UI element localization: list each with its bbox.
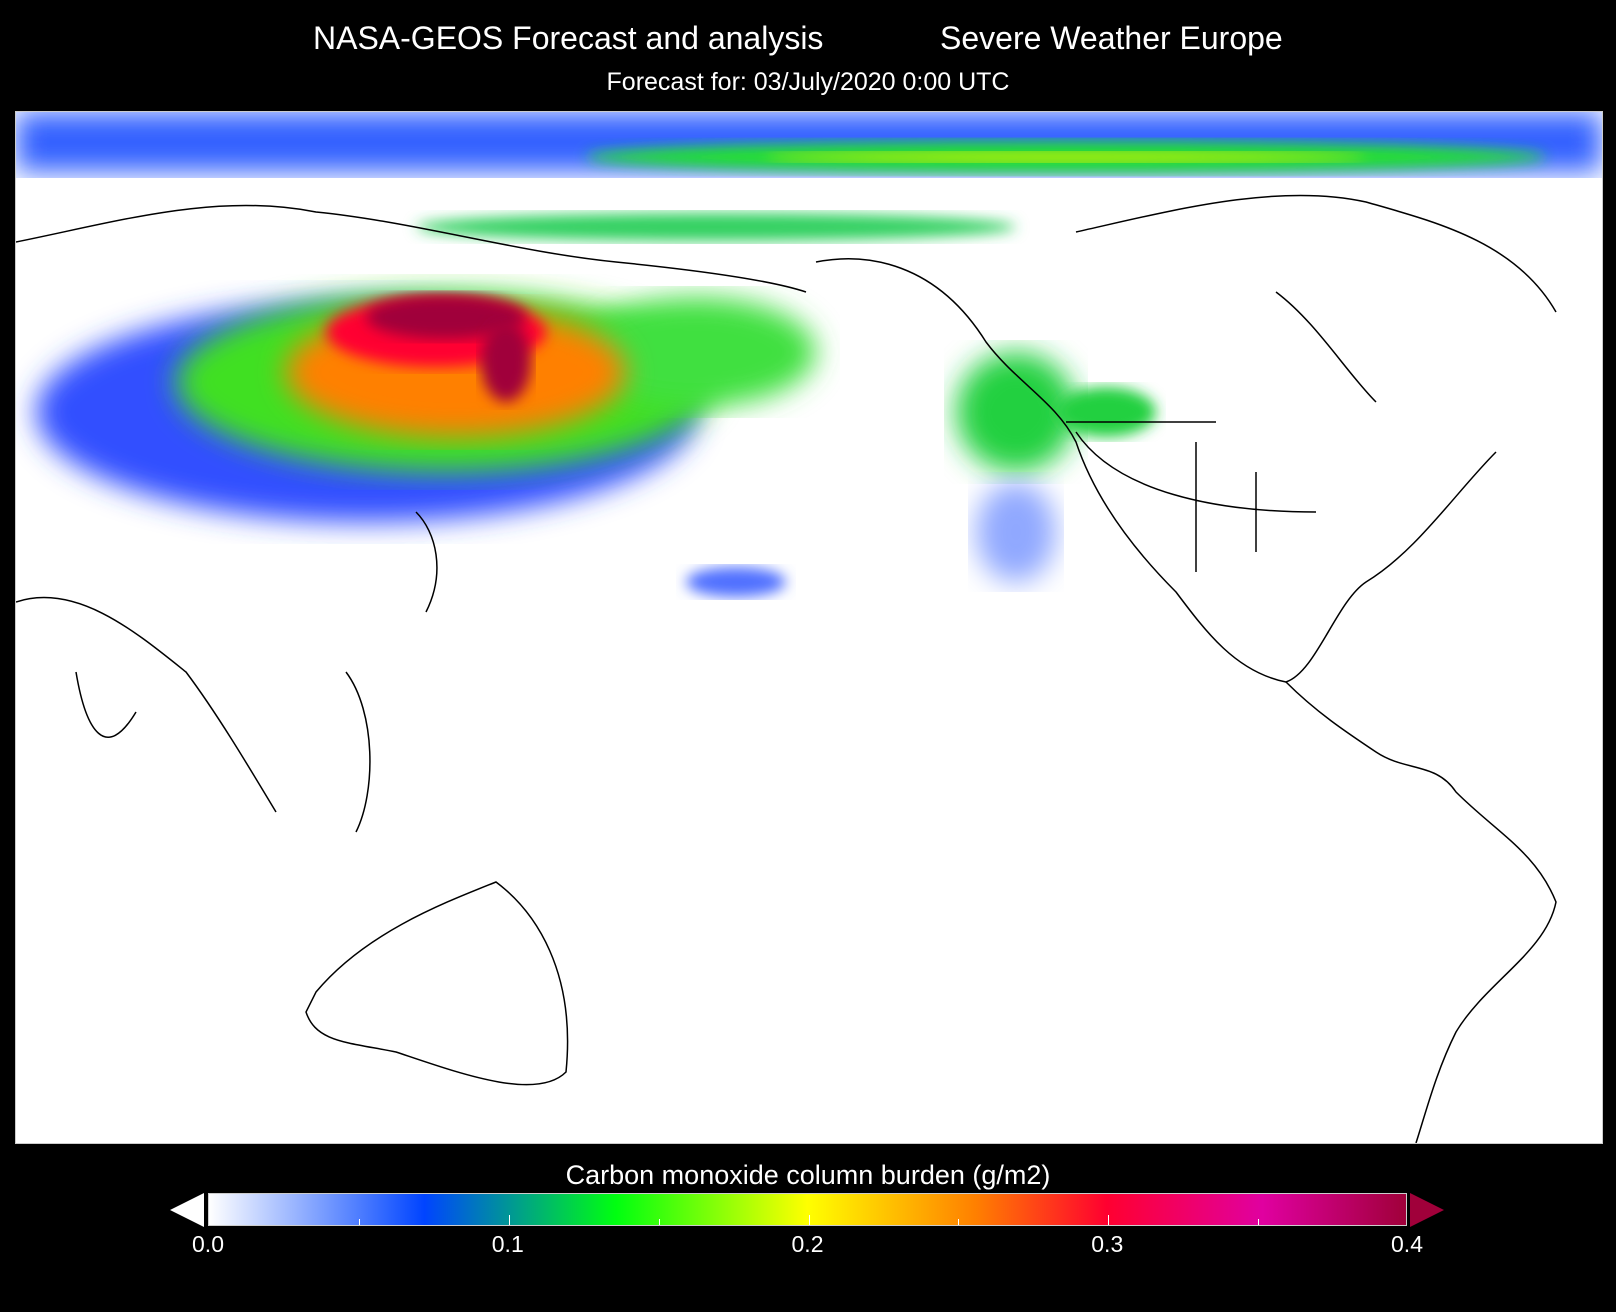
colorbar-tick-mark [1108,1215,1110,1225]
colorbar-tick-label: 0.4 [1391,1231,1423,1257]
colorbar-tick-label: 0.1 [491,1231,524,1257]
colorbar-tick-label: 0.3 [1091,1231,1124,1257]
title-left: NASA-GEOS Forecast and analysis [313,20,824,56]
map-svg [16,112,1602,1143]
colorbar-tick-mark [958,1219,960,1225]
co-plume-layer [16,112,1602,597]
colorbar-tick-label: 0.2 [791,1231,824,1257]
co-map [15,111,1603,1144]
colorbar-tick-mark [358,1219,360,1225]
coastlines [16,194,1557,1143]
forecast-time: Forecast for: 03/July/2020 0:00 UTC [606,68,1010,96]
colorbar [208,1193,1407,1226]
colorbar-tick-label: 0.0 [192,1231,224,1257]
colorbar-label: Carbon monoxide column burden (g/m2) [565,1160,1051,1190]
colorbar-max-extend [1410,1193,1444,1227]
title-right: Severe Weather Europe [940,20,1283,56]
colorbar-tick-mark [508,1215,510,1225]
colorbar-tick-mark [658,1219,660,1225]
colorbar-tick-mark [1258,1219,1260,1225]
colorbar-min-extend [170,1193,204,1227]
colorbar-tick-mark [808,1215,810,1225]
